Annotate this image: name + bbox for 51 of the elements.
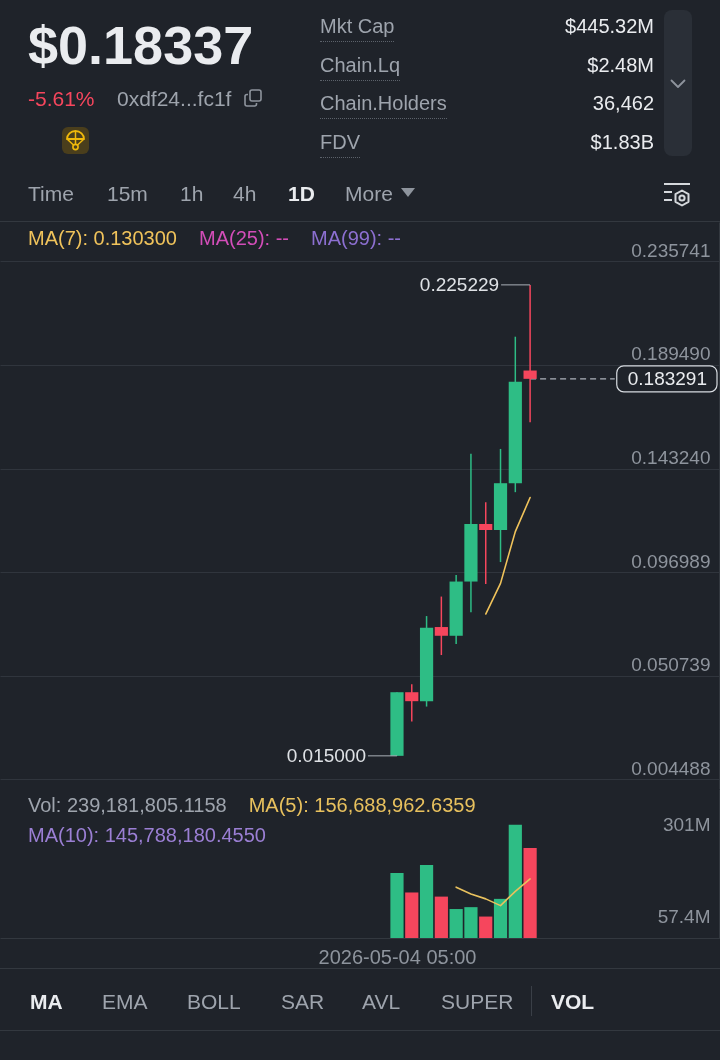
- bar: [493, 898, 508, 938]
- text: VOL: [551, 989, 595, 1013]
- y-tick-label: 0.235741: [631, 239, 711, 261]
- text: MA(7): 0.130300: [28, 227, 177, 249]
- x-tick-label: 2026-05-04 05:00: [318, 945, 477, 968]
- legend-label: MA(99): --: [310, 227, 401, 249]
- text: SAR: [281, 989, 325, 1013]
- text: FDV: [320, 131, 360, 159]
- bar: [479, 916, 493, 938]
- text: SUPER: [441, 989, 514, 1013]
- bar: [405, 892, 419, 938]
- line-series: [455, 878, 531, 907]
- text: 36,462: [592, 92, 654, 115]
- y-tick-label: 0.004488: [631, 757, 711, 779]
- y-tick-label: 0.050739: [631, 654, 711, 676]
- text: $1.83B: [590, 131, 654, 154]
- text: 4h: [233, 181, 257, 205]
- text: $0.18337: [28, 14, 254, 75]
- y-tick-label: 0.189490: [631, 343, 711, 365]
- y-tick-label: 0.143240: [631, 447, 711, 469]
- annotation: 0.225229: [419, 273, 500, 295]
- legend-label: MA(25): --: [198, 227, 289, 249]
- text: MA(5): 156,688,962.6359: [248, 794, 476, 816]
- annotation: Vol: 239,181,805.1158: [28, 794, 227, 816]
- bar: [390, 872, 404, 938]
- text: EMA: [102, 989, 148, 1013]
- ref-line-label: 0.183291: [627, 367, 707, 389]
- bar: [419, 865, 434, 938]
- text: -5.61%: [28, 86, 95, 110]
- y-tick-label: 0.096989: [631, 550, 711, 572]
- text: $2.48M: [587, 54, 654, 77]
- text: $445.32M: [565, 15, 654, 38]
- text: BOLL: [187, 989, 241, 1013]
- bar: [508, 824, 522, 938]
- y-tick-label: 301M: [662, 814, 711, 836]
- text: 1h: [180, 181, 204, 205]
- text: MA: [30, 989, 63, 1013]
- bar: [523, 848, 537, 938]
- text: 0xdf24...fc1f: [117, 86, 232, 110]
- text: More: [345, 181, 393, 205]
- text: Chain.Lq: [320, 54, 401, 82]
- annotation: 0.015000: [286, 744, 366, 766]
- text: Mkt Cap: [320, 15, 395, 43]
- text: 15m: [107, 181, 148, 205]
- y-tick-label: 57.4M: [657, 905, 711, 927]
- legend-label: MA(10): 145,788,180.4550: [28, 824, 266, 846]
- text: Time: [28, 181, 74, 205]
- text: Chain.Holders: [320, 92, 447, 120]
- text: AVL: [362, 989, 401, 1013]
- bar: [434, 896, 448, 938]
- text: 1D: [288, 181, 315, 205]
